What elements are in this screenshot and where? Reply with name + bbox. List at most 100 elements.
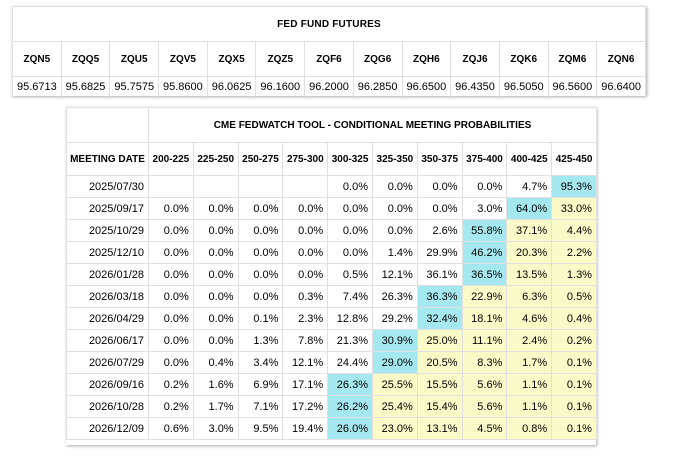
meeting-date-cell: 2025/10/29 xyxy=(66,219,149,242)
meeting-row: 2026/06/17 0.0% 0.0% 1.3% 7.8% 21.3% 30.9% 25.0… xyxy=(66,329,597,352)
probability-cell: 2.6% xyxy=(416,219,463,242)
meeting-date-cell: 2025/09/17 xyxy=(66,197,149,220)
probability-cell: 21.3% xyxy=(327,329,373,352)
probability-cell: 0.2% xyxy=(148,373,194,396)
probability-cell: 25.4% xyxy=(371,395,418,418)
futures-code-cell: ZQX5 xyxy=(206,41,257,77)
probability-cell: 1.7% xyxy=(192,395,239,418)
probability-cell: 13.5% xyxy=(506,263,553,286)
probability-cell: 12.8% xyxy=(327,307,373,330)
meeting-row: 2025/12/10 0.0% 0.0% 0.0% 0.0% 0.0% 1.4% 29.9% 4… xyxy=(66,241,597,264)
probability-cell: 55.8% xyxy=(461,219,508,242)
rate-range-header-row: MEETING DATE 200-225 225-250 250-275 275-30… xyxy=(66,142,597,176)
probability-cell: 0.0% xyxy=(237,241,284,264)
probability-cell: 33.0% xyxy=(551,197,597,220)
futures-price-cell: 96.5600 xyxy=(547,76,598,98)
probability-cell: 0.0% xyxy=(192,219,239,242)
rate-range-header: 200-225 xyxy=(148,142,194,176)
futures-code-cell: ZQU5 xyxy=(109,41,160,77)
probability-cell: 0.0% xyxy=(371,175,418,198)
probability-cell: 23.0% xyxy=(371,417,418,440)
probability-cell: 24.4% xyxy=(327,351,373,374)
probability-cell: 26.3% xyxy=(327,373,373,396)
probability-cell: 1.7% xyxy=(506,351,553,374)
probability-cell: 0.0% xyxy=(371,197,418,220)
meeting-row: 2026/07/29 0.0% 0.4% 3.4% 12.1% 24.4% 29.0% 20.… xyxy=(66,351,597,374)
probability-cell: 0.0% xyxy=(148,329,194,352)
probability-cell: 26.2% xyxy=(327,395,373,418)
probability-cell xyxy=(237,175,284,198)
probability-cell: 1.1% xyxy=(506,373,553,396)
probability-cell: 3.0% xyxy=(192,417,239,440)
probability-cell: 25.0% xyxy=(416,329,463,352)
rate-range-header: 400-425 xyxy=(506,142,553,176)
probability-cell: 0.0% xyxy=(371,219,418,242)
futures-price-cell: 95.8600 xyxy=(158,76,208,98)
futures-price-cell: 96.4350 xyxy=(450,76,500,98)
probability-cell: 5.6% xyxy=(461,373,508,396)
probability-cell: 19.4% xyxy=(282,417,329,440)
meeting-row: 2026/03/18 0.0% 0.0% 0.0% 0.3% 7.4% 26.3% 36.3%… xyxy=(66,285,597,308)
probability-cell: 30.9% xyxy=(371,329,418,352)
rate-range-header: 325-350 xyxy=(371,142,418,176)
probability-cell: 0.1% xyxy=(551,373,597,396)
rate-range-header: 375-400 xyxy=(461,142,508,176)
futures-code-cell: ZQF6 xyxy=(304,41,354,77)
meeting-date-cell: 2025/12/10 xyxy=(66,241,149,264)
futures-price-cell: 96.0625 xyxy=(206,76,257,98)
meeting-row: 2025/07/30 0.0% 0.0% 0.0% 0.0% 4.7% 95.3% xyxy=(66,175,597,198)
probability-cell: 0.0% xyxy=(148,219,194,242)
probability-cell: 0.0% xyxy=(148,307,194,330)
probability-cell: 0.0% xyxy=(327,219,373,242)
meeting-row: 2026/12/09 0.6% 3.0% 9.5% 19.4% 26.0% 23.0% 13.… xyxy=(66,417,597,440)
probability-cell: 0.0% xyxy=(237,219,284,242)
fedwatch-probabilities-panel: CME FEDWATCH TOOL - CONDITIONAL MEETING … xyxy=(66,107,597,445)
probability-cell: 95.3% xyxy=(551,175,597,198)
probability-cell: 0.0% xyxy=(148,263,194,286)
probability-cell: 15.4% xyxy=(416,395,463,418)
probability-cell: 0.0% xyxy=(327,241,373,264)
futures-title: FED FUND FUTURES xyxy=(12,6,646,42)
meeting-date-cell: 2026/04/29 xyxy=(66,307,149,330)
probability-cell xyxy=(282,175,329,198)
probability-cell: 64.0% xyxy=(506,197,553,220)
probability-cell: 36.3% xyxy=(416,285,463,308)
corner-cell xyxy=(66,107,149,143)
probability-cell: 0.0% xyxy=(192,197,239,220)
probability-cell: 0.8% xyxy=(506,417,553,440)
meeting-row: 2026/01/28 0.0% 0.0% 0.0% 0.0% 0.5% 12.1% 36.1%… xyxy=(66,263,597,286)
probability-cell: 26.0% xyxy=(327,417,373,440)
probability-cell: 0.0% xyxy=(237,285,284,308)
futures-price-cell: 96.5050 xyxy=(498,76,549,98)
probability-cell: 0.4% xyxy=(192,351,239,374)
probability-cell: 29.0% xyxy=(371,351,418,374)
probability-cell: 15.5% xyxy=(416,373,463,396)
probability-cell: 0.0% xyxy=(282,197,329,220)
futures-price-row: 95.6713 95.6825 95.7575 95.8600 96.0625 96.16… xyxy=(12,76,646,98)
probability-cell: 0.0% xyxy=(416,175,463,198)
futures-price-cell: 95.6825 xyxy=(60,76,111,98)
probability-cell: 0.2% xyxy=(148,395,194,418)
probability-cell: 2.4% xyxy=(506,329,553,352)
probability-cell: 36.5% xyxy=(461,263,508,286)
meeting-date-cell: 2026/06/17 xyxy=(66,329,149,352)
probability-cell: 0.0% xyxy=(327,175,373,198)
futures-code-cell: ZQJ6 xyxy=(450,41,500,77)
probability-cell: 0.0% xyxy=(282,241,329,264)
meeting-date-cell: 2026/03/18 xyxy=(66,285,149,308)
probability-cell: 0.4% xyxy=(551,307,597,330)
probability-cell: 0.0% xyxy=(192,263,239,286)
probability-cell: 36.1% xyxy=(416,263,463,286)
fed-fund-futures-panel: FED FUND FUTURES ZQN5 ZQQ5 ZQU5 ZQV5 ZQX5 ZQZ… xyxy=(12,6,646,98)
probability-cell: 0.0% xyxy=(192,241,239,264)
probability-cell: 1.3% xyxy=(551,263,597,286)
probability-cell: 0.0% xyxy=(148,197,194,220)
probability-cell xyxy=(148,175,194,198)
futures-code-cell: ZQG6 xyxy=(352,41,403,77)
futures-code-cell: ZQV5 xyxy=(158,41,208,77)
futures-code-cell: ZQN5 xyxy=(12,41,62,77)
rate-range-header: 425-450 xyxy=(551,142,597,176)
probability-cell: 25.5% xyxy=(371,373,418,396)
probability-cell: 3.4% xyxy=(237,351,284,374)
probability-cell: 17.1% xyxy=(282,373,329,396)
